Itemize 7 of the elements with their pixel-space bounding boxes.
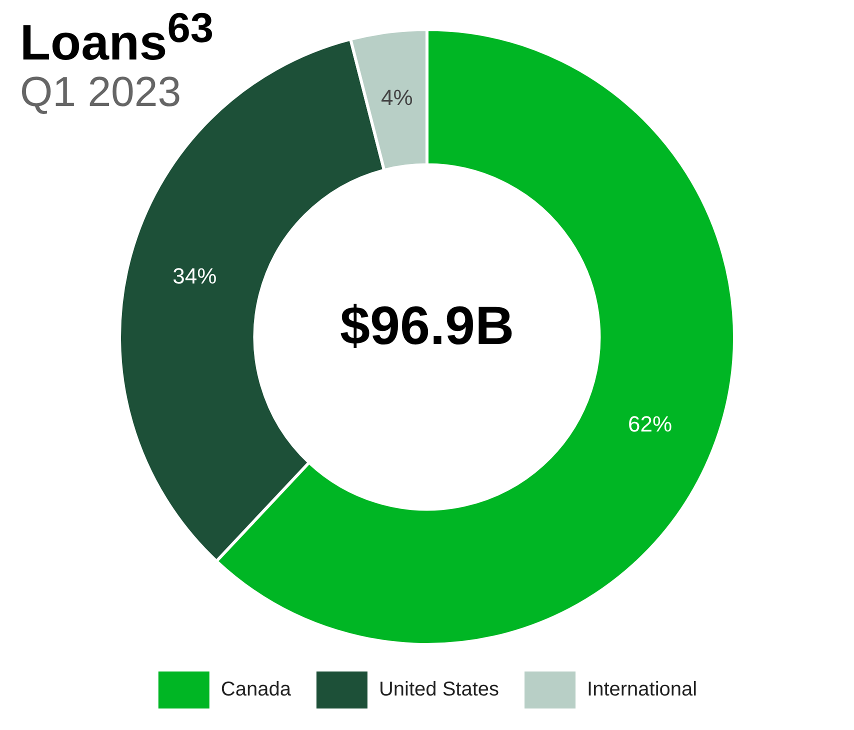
- data-label: 4%: [381, 85, 413, 110]
- data-label: 62%: [628, 411, 672, 436]
- text: $96.9B: [340, 296, 514, 356]
- legend-label: Canada: [220, 678, 292, 701]
- legend-label: International: [587, 678, 698, 701]
- legend-label: United States: [378, 678, 500, 701]
- data-label: 34%: [172, 263, 217, 288]
